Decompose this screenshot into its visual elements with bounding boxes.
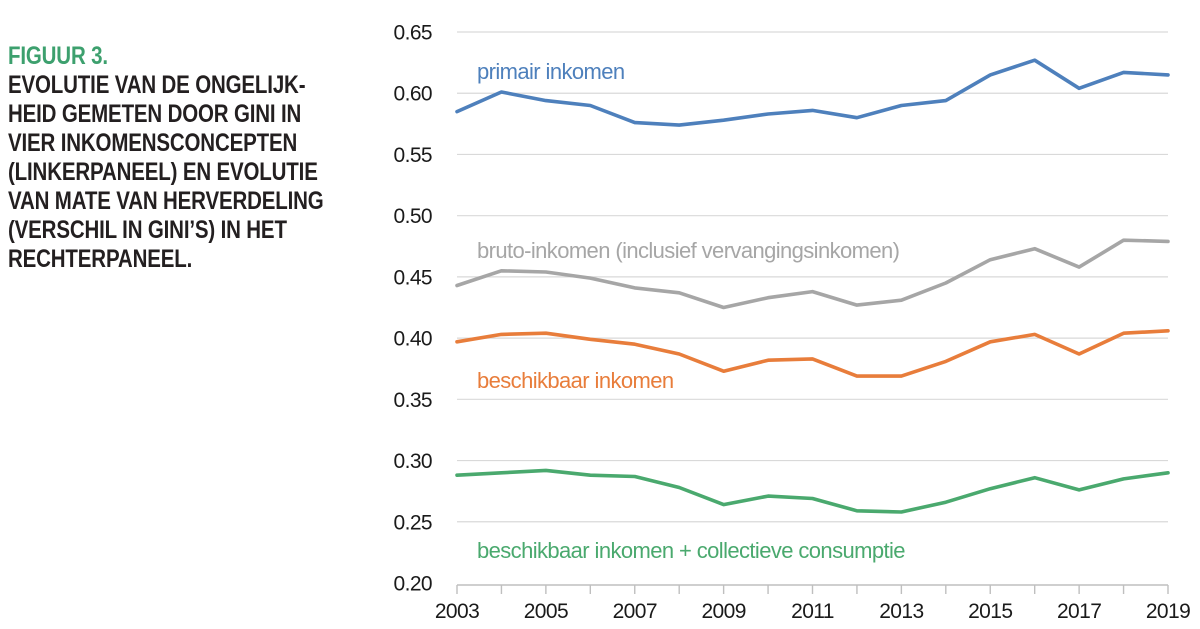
y-tick-label-0.60: 0.60 [394, 83, 432, 106]
caption-line: VIER INKOMENSCONCEPTEN [8, 129, 298, 157]
caption-line: VAN MATE VAN HERVERDELING [8, 187, 324, 215]
series-line-2 [455, 328, 1170, 378]
y-tick-label-0.45: 0.45 [394, 266, 432, 289]
series-line-0 [455, 58, 1170, 127]
x-tick-label-2013: 2013 [879, 600, 923, 623]
x-tick-label-2015: 2015 [968, 600, 1012, 623]
series-label-2: beschikbaar inkomen [477, 368, 674, 393]
caption-line: (LINKERPANEEL) EN EVOLUTIE [8, 158, 318, 186]
y-tick-label-0.40: 0.40 [394, 328, 432, 351]
y-tick-label-0.50: 0.50 [394, 205, 432, 228]
series-label-3: beschikbaar inkomen + collectieve consum… [477, 538, 905, 563]
x-tick-label-2007: 2007 [613, 600, 657, 623]
x-tick-label-2019: 2019 [1146, 600, 1190, 623]
x-tick-label-2009: 2009 [701, 600, 745, 623]
y-tick-label-0.20: 0.20 [394, 573, 432, 596]
caption-line: HEID GEMETEN DOOR GINI IN [8, 100, 302, 128]
x-tick-label-2005: 2005 [524, 600, 568, 623]
series-label-1: bruto-inkomen (inclusief vervangingsinko… [477, 238, 899, 263]
y-tick-label-0.35: 0.35 [394, 389, 432, 412]
x-tick-label-2003: 2003 [435, 600, 479, 623]
x-tick-label-2017: 2017 [1057, 600, 1101, 623]
y-tick-label-0.30: 0.30 [394, 450, 432, 473]
series-line-3 [455, 468, 1170, 514]
x-tick-label-2011: 2011 [791, 600, 834, 623]
series-label-0: primair inkomen [477, 59, 625, 84]
figure-caption: FIGUUR 3. EVOLUTIE VAN DE ONGELIJK- HEID… [8, 42, 352, 274]
caption-line: EVOLUTIE VAN DE ONGELIJK- [8, 71, 306, 99]
caption-line: (VERSCHIL IN GINI’S) IN HET [8, 216, 287, 244]
y-tick-label-0.25: 0.25 [394, 511, 432, 534]
caption-line: RECHTERPANEEL. [8, 245, 193, 273]
y-tick-label-0.55: 0.55 [394, 144, 432, 167]
figure-label: FIGUUR 3. [8, 42, 108, 70]
y-tick-label-0.65: 0.65 [394, 22, 432, 45]
series-line-1 [455, 238, 1170, 310]
